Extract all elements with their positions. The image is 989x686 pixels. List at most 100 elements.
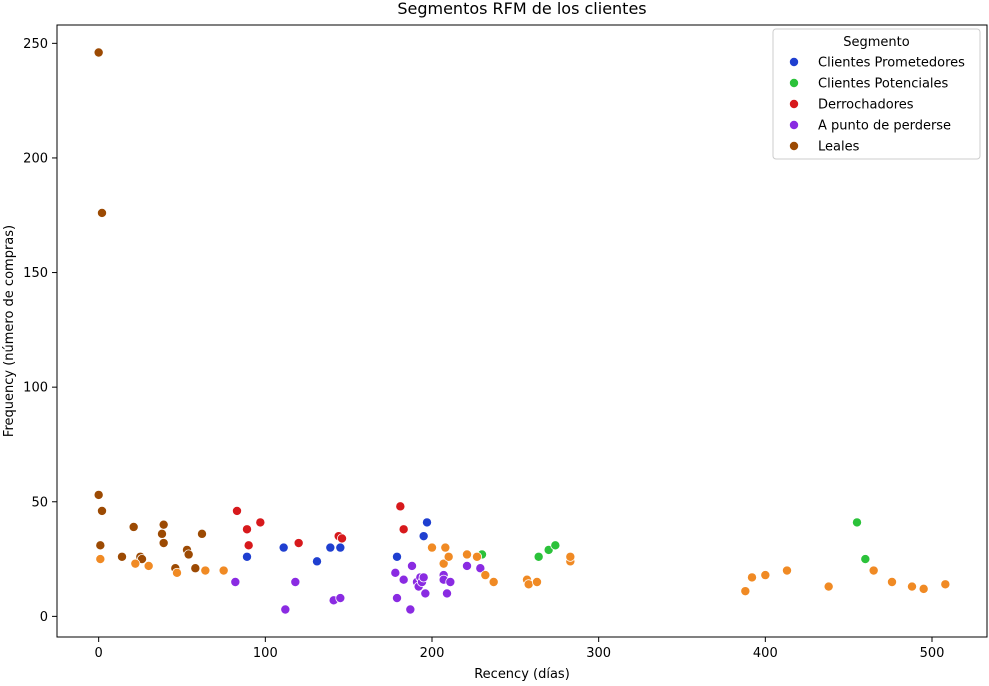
data-point (887, 576, 898, 587)
data-point (395, 501, 406, 512)
data-point (523, 579, 534, 590)
data-point (443, 551, 454, 562)
data-point (438, 558, 449, 569)
x-tick-label: 500 (920, 646, 945, 661)
data-point (311, 556, 322, 567)
data-point (782, 565, 793, 576)
legend-entry-label: Clientes Potenciales (818, 77, 949, 92)
data-point (471, 551, 482, 562)
x-axis-ticks: 0 100 200 300 400 500 (95, 637, 945, 661)
y-tick-label: 150 (23, 266, 48, 281)
data-point (335, 593, 346, 604)
data-point (97, 505, 108, 516)
data-point (93, 489, 104, 500)
data-point (335, 542, 346, 553)
y-tick-label: 200 (23, 151, 48, 166)
data-point (475, 563, 486, 574)
data-points (93, 47, 951, 615)
data-point (440, 542, 451, 553)
x-tick-label: 200 (420, 646, 445, 661)
data-point (218, 565, 229, 576)
data-point (130, 558, 141, 569)
data-point (117, 551, 128, 562)
data-point (441, 588, 452, 599)
data-point (290, 576, 301, 587)
data-point (760, 570, 771, 581)
data-point (196, 528, 207, 539)
series-group (93, 47, 207, 574)
data-point (241, 524, 252, 535)
series-group (476, 517, 871, 565)
data-point (241, 551, 252, 562)
data-point (868, 565, 879, 576)
data-point (293, 538, 304, 549)
data-point (255, 517, 266, 528)
plot-frame (56, 24, 988, 638)
data-point (278, 542, 289, 553)
series-group (95, 542, 951, 597)
legend-marker (789, 120, 800, 131)
legend-entries: Clientes Prometedores Clientes Potenciale… (789, 56, 965, 155)
data-point (171, 567, 182, 578)
y-tick-label: 50 (31, 495, 48, 510)
data-point (183, 549, 194, 560)
data-point (918, 583, 929, 594)
legend-box (772, 28, 981, 160)
legend-entry-label: Leales (818, 140, 860, 155)
data-point (231, 505, 242, 516)
data-point (860, 554, 871, 565)
data-point (200, 565, 211, 576)
data-point (336, 533, 347, 544)
legend-entry-label: A punto de perderse (818, 119, 951, 134)
data-point (421, 517, 432, 528)
chart-title: Segmentos RFM de los clientes (397, 0, 646, 18)
data-point (823, 581, 834, 592)
data-point (97, 207, 108, 218)
data-point (95, 554, 106, 565)
data-point (747, 572, 758, 583)
data-point (325, 542, 336, 553)
data-point (445, 576, 456, 587)
data-point (480, 570, 491, 581)
data-point (391, 551, 402, 562)
data-point (532, 576, 543, 587)
x-tick-label: 100 (253, 646, 278, 661)
data-point (420, 588, 431, 599)
data-point (158, 519, 169, 530)
x-tick-label: 400 (753, 646, 778, 661)
data-point (390, 567, 401, 578)
series-group (231, 501, 409, 551)
data-point (488, 576, 499, 587)
data-point (398, 574, 409, 585)
legend-marker (789, 78, 800, 89)
data-point (406, 560, 417, 571)
data-point (156, 528, 167, 539)
data-point (907, 581, 918, 592)
legend-entry-label: Clientes Prometedores (818, 56, 965, 71)
y-axis-label: Frequency (número de compras) (2, 225, 17, 437)
legend-marker (789, 99, 800, 110)
data-point (550, 540, 561, 551)
data-point (95, 540, 106, 551)
y-axis-ticks: 0 50 100 150 200 250 (23, 37, 57, 625)
y-tick-label: 100 (23, 381, 48, 396)
x-tick-label: 300 (586, 646, 611, 661)
y-tick-label: 0 (40, 610, 48, 625)
x-axis-label: Recency (días) (474, 667, 570, 682)
data-point (533, 551, 544, 562)
legend-title: Segmento (843, 35, 910, 50)
data-point (565, 551, 576, 562)
data-point (391, 593, 402, 604)
data-point (243, 540, 254, 551)
data-point (426, 542, 437, 553)
data-point (128, 521, 139, 532)
data-point (461, 560, 472, 571)
data-point (461, 549, 472, 560)
legend-marker (789, 140, 800, 151)
data-point (940, 579, 951, 590)
data-point (405, 604, 416, 615)
data-point (852, 517, 863, 528)
